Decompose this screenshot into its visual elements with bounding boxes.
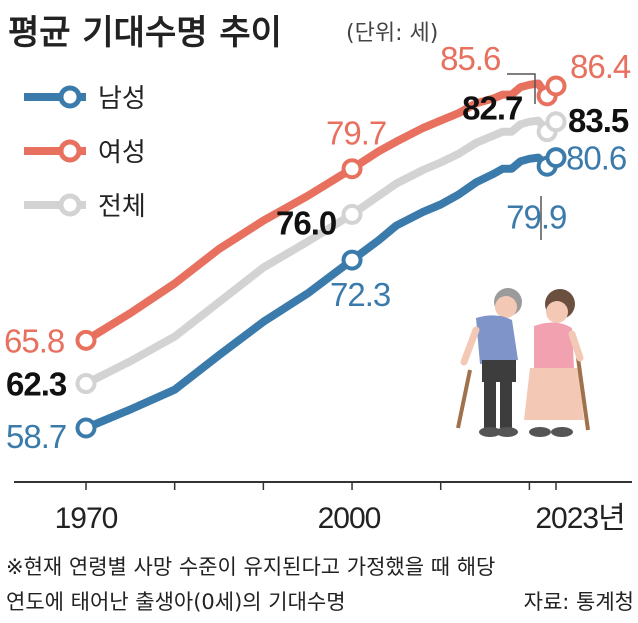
footnote-line-2: 연도에 태어난 출생아(0세)의 기대수명 (6, 590, 346, 614)
legend-label-female: 여성 (98, 138, 146, 168)
elderly-couple-illustration (456, 288, 590, 437)
footnote-line-1: ※현재 연령별 사망 수준이 유지된다고 가정했을 때 해당 (6, 555, 495, 579)
marker-total-2023 (545, 111, 567, 133)
x-tick-label-2023: 2023년 (535, 502, 624, 535)
data-label-total-2000: 76.0 (276, 204, 336, 241)
data-label-male-1970: 58.7 (6, 418, 66, 455)
legend-marker-female (58, 139, 82, 163)
legend-item-male: 남성 (24, 84, 146, 114)
marker-total-2000 (341, 203, 363, 225)
data-label-total-2023: 83.5 (568, 102, 629, 139)
data-label-total-1970: 62.3 (6, 366, 67, 403)
series-lines (82, 79, 560, 432)
legend: 남성 여성 전체 (24, 84, 146, 222)
series-markers (75, 75, 567, 439)
marker-total-1970 (75, 373, 97, 395)
marker-male-1970 (75, 417, 97, 439)
marker-male-2000 (341, 249, 363, 271)
marker-female-2000 (341, 158, 363, 180)
marker-male-2023 (545, 147, 567, 169)
leader-lines (507, 73, 542, 240)
x-tick-label-2000: 2000 (318, 502, 381, 535)
legend-label-male: 남성 (98, 84, 146, 114)
data-label-female-1970: 65.8 (4, 322, 64, 359)
legend-marker-male (58, 85, 82, 109)
data-label-male-2000: 72.3 (330, 276, 390, 313)
series-line-male (82, 153, 560, 432)
unit-label: (단위: 세) (346, 21, 438, 46)
data-label-female-2023: 86.4 (570, 48, 631, 85)
chart-title: 평균 기대수명 추이 (8, 13, 282, 53)
data-label-total-2022: 82.7 (462, 90, 522, 127)
x-tick-label-1970: 1970 (55, 502, 118, 535)
source-label: 자료: 통계청 (524, 590, 634, 614)
series-line-total (82, 116, 560, 388)
marker-female-1970 (75, 329, 97, 351)
legend-item-female: 여성 (24, 138, 146, 168)
series-line-female (82, 79, 560, 345)
data-label-female-2000: 79.7 (326, 115, 386, 152)
legend-label-total: 전체 (98, 192, 146, 222)
data-label-male-2022: 79.9 (506, 198, 566, 235)
legend-item-total: 전체 (24, 192, 146, 222)
data-labels: 65.8 62.3 58.7 79.7 76.0 72.3 85.6 82.7 79.9 86.4… (4, 40, 632, 455)
data-label-female-2022: 85.6 (440, 40, 500, 77)
x-axis-ticks (85, 482, 557, 490)
data-label-male-2023: 80.6 (566, 140, 626, 177)
marker-female-2023 (545, 75, 567, 97)
legend-marker-total (58, 193, 82, 217)
